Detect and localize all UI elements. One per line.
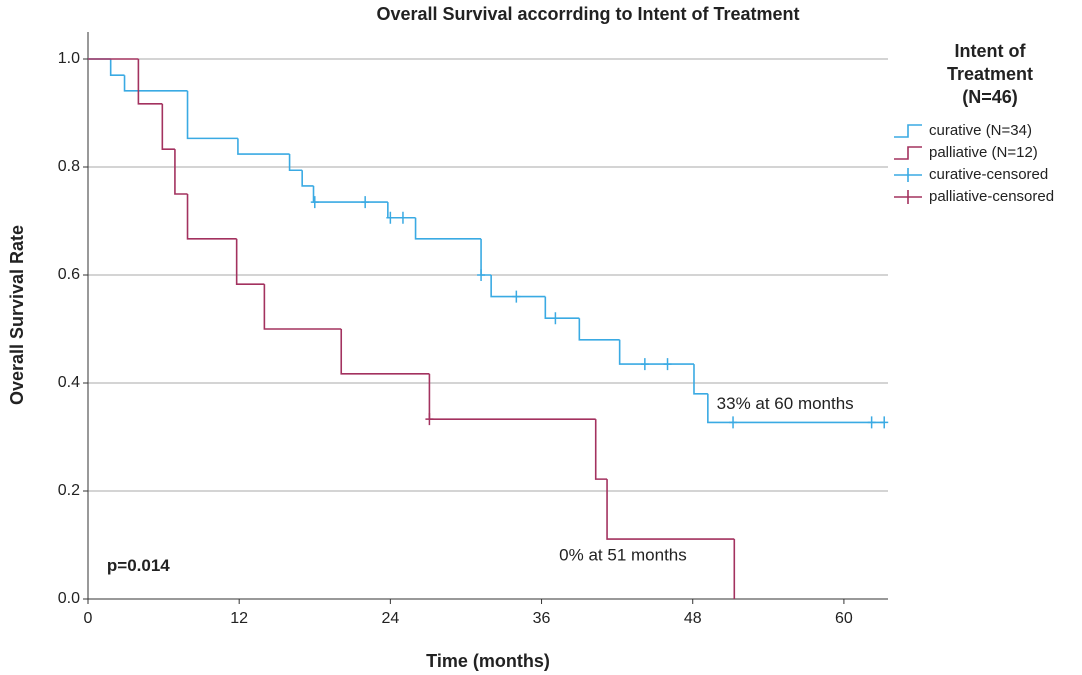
y-tick-label: 0.8 [58,158,80,175]
survival-step [707,393,885,424]
survival-step [578,318,620,341]
survival-step [428,373,596,420]
x-tick-label: 36 [533,610,551,627]
y-tick-label: 0.6 [58,266,80,283]
x-tick-label: 48 [684,610,702,627]
survival-step [137,59,163,105]
survival-step [174,149,188,195]
y-tick-label: 1.0 [58,50,80,67]
y-axis-label: Overall Survival Rate [7,225,27,405]
x-axis-label: Time (months) [426,651,550,671]
legend-label: palliative (N=12) [929,144,1038,161]
survival-step [235,238,265,285]
censor-mark [398,211,407,224]
annotation: p=0.014 [107,556,170,575]
annotation: 33% at 60 months [717,394,854,413]
censor-mark [512,290,521,303]
survival-step [312,185,388,203]
survival-step [414,217,482,240]
y-tick-label: 0.0 [58,590,80,607]
survival-step [693,364,708,395]
y-tick-label: 0.2 [58,482,80,499]
censor-mark [310,196,319,209]
legend-title: Intent of [955,41,1027,61]
survival-step [109,59,125,76]
survival-step [594,419,608,480]
legend-label: palliative-censored [929,188,1054,205]
y-tick-label: 0.4 [58,374,80,391]
survival-step [490,275,546,298]
survival-step [288,154,303,172]
legend-label: curative-censored [929,166,1048,183]
survival-step [606,479,735,540]
survival-step [123,75,188,92]
survival-step [618,339,694,365]
legend-swatch [894,168,922,182]
survival-step [263,284,342,330]
x-tick-label: 12 [230,610,248,627]
survival-step [237,138,290,155]
censor-mark [729,416,738,429]
censor-mark [880,416,889,429]
survival-step [387,202,416,219]
legend-swatch [894,124,922,138]
censor-mark [867,416,876,429]
chart-title: Overall Survival accorrding to Intent of… [376,4,799,24]
survival-step [544,296,580,319]
survival-step [301,170,314,187]
annotation: 0% at 51 months [559,545,687,564]
survival-step [340,329,430,375]
legend-title: Treatment [947,64,1033,84]
survival-step [186,194,237,240]
censor-mark [425,413,434,426]
censor-mark [640,358,649,371]
legend-swatch [894,146,922,160]
survival-step [161,103,175,150]
censor-mark [663,358,672,371]
censor-mark [551,312,560,325]
legend-label: curative (N=34) [929,122,1032,139]
censor-mark [477,269,486,281]
censor-mark [361,196,370,209]
survival-step [186,90,238,140]
censor-mark [386,211,395,224]
legend-title: (N=46) [962,87,1018,107]
x-tick-label: 0 [84,610,93,627]
x-tick-label: 24 [381,610,399,627]
x-tick-label: 60 [835,610,853,627]
legend-swatch [894,190,922,204]
survival-step [480,238,492,276]
